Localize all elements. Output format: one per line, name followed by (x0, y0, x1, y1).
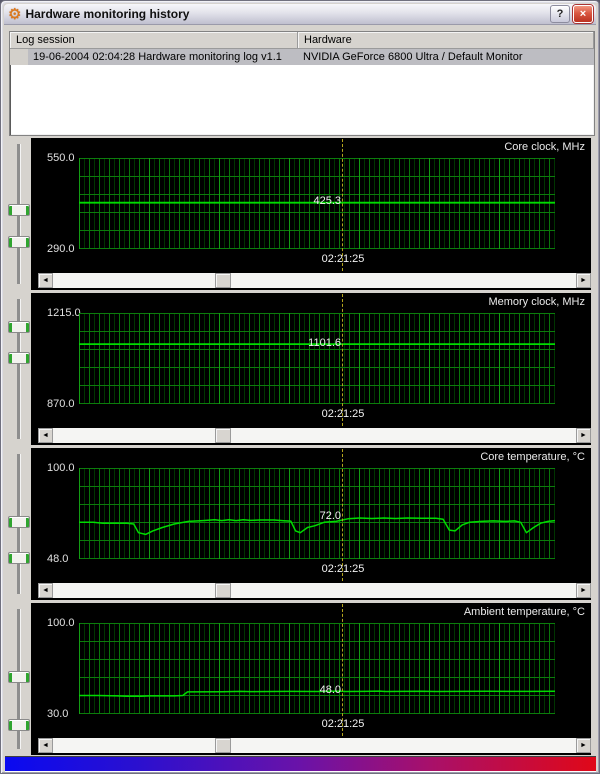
scrollbar-thumb[interactable] (215, 428, 231, 443)
chart-panel-core-temperature: Core temperature, °C 100.0 48.0 72.0 02:… (6, 448, 591, 600)
plot-grid (79, 623, 555, 714)
scrollbar-thumb[interactable] (215, 583, 231, 598)
list-header: Log session Hardware (10, 32, 594, 49)
cursor-time-label: 02:21:25 (321, 253, 365, 265)
plot-grid (79, 468, 555, 559)
time-cursor[interactable] (342, 294, 343, 426)
slider-thumb-upper[interactable] (8, 671, 30, 683)
y-max-label: 100.0 (47, 617, 75, 629)
graph-core-temperature[interactable]: Core temperature, °C 100.0 48.0 72.0 02:… (31, 448, 591, 600)
scale-slider-core-temperature (6, 448, 31, 600)
time-cursor[interactable] (342, 604, 343, 736)
graph-ambient-temperature[interactable]: Ambient temperature, °C 100.0 30.0 48.0 … (31, 603, 591, 755)
column-header-log-session[interactable]: Log session (10, 32, 298, 49)
column-header-hardware[interactable]: Hardware (298, 32, 594, 49)
scroll-left-arrow-icon[interactable]: ◄ (38, 428, 53, 443)
time-cursor[interactable] (342, 449, 343, 581)
scroll-left-arrow-icon[interactable]: ◄ (38, 583, 53, 598)
scrollbar-thumb[interactable] (215, 273, 231, 288)
chart-panel-core-clock: Core clock, MHz 550.0 290.0 425.3 02:21:… (6, 138, 591, 290)
slider-thumb-lower[interactable] (8, 236, 30, 248)
chart-panel-ambient-temperature: Ambient temperature, °C 100.0 30.0 48.0 … (6, 603, 591, 755)
cursor-value-label: 425.3 (313, 195, 341, 207)
y-min-label: 48.0 (47, 553, 69, 565)
table-row[interactable]: 19-06-2004 02:04:28 Hardware monitoring … (10, 49, 594, 65)
y-min-label: 30.0 (47, 708, 69, 720)
scroll-right-arrow-icon[interactable]: ► (576, 738, 591, 753)
time-scrollbar[interactable]: ◄ ► (38, 583, 591, 598)
cursor-value-label: 48.0 (319, 684, 341, 696)
hardware-cell: NVIDIA GeForce 6800 Ultra / Default Moni… (303, 51, 523, 63)
slider-thumb-lower[interactable] (8, 352, 30, 364)
scroll-left-arrow-icon[interactable]: ◄ (38, 273, 53, 288)
y-max-label: 550.0 (47, 152, 75, 164)
data-trace (79, 201, 555, 204)
graph-title: Memory clock, MHz (488, 296, 585, 308)
scroll-right-arrow-icon[interactable]: ► (576, 273, 591, 288)
time-scrollbar[interactable]: ◄ ► (38, 273, 591, 288)
plot-grid (79, 313, 555, 404)
time-scrollbar[interactable]: ◄ ► (38, 428, 591, 443)
y-max-label: 100.0 (47, 462, 75, 474)
data-trace (79, 343, 555, 346)
slider-thumb-upper[interactable] (8, 516, 30, 528)
slider-track[interactable] (17, 299, 21, 439)
slider-thumb-upper[interactable] (8, 204, 30, 216)
gear-icon: ⚙ (8, 5, 22, 23)
temperature-gradient-bar (5, 756, 596, 772)
data-trace (79, 517, 556, 536)
y-max-label: 1215.0 (47, 307, 81, 319)
cursor-time-label: 02:21:25 (321, 563, 365, 575)
graph-title: Core clock, MHz (504, 141, 585, 153)
y-min-label: 870.0 (47, 398, 75, 410)
scale-slider-ambient-temperature (6, 603, 31, 755)
close-button[interactable]: × (573, 5, 593, 23)
slider-thumb-upper[interactable] (8, 321, 30, 333)
graph-memory-clock[interactable]: Memory clock, MHz 1215.0 870.0 1101.6 02… (31, 293, 591, 445)
cursor-value-label: 1101.6 (308, 337, 341, 349)
window-title: Hardware monitoring history (25, 7, 190, 21)
graph-title: Ambient temperature, °C (463, 606, 585, 618)
y-min-label: 290.0 (47, 243, 75, 255)
cursor-time-label: 02:21:25 (321, 408, 365, 420)
graph-core-clock[interactable]: Core clock, MHz 550.0 290.0 425.3 02:21:… (31, 138, 591, 290)
scroll-right-arrow-icon[interactable]: ► (576, 428, 591, 443)
time-cursor[interactable] (342, 139, 343, 271)
log-session-list: Log session Hardware 19-06-2004 02:04:28… (9, 31, 595, 136)
scrollbar-thumb[interactable] (215, 738, 231, 753)
scale-slider-core-clock (6, 138, 31, 290)
scroll-right-arrow-icon[interactable]: ► (576, 583, 591, 598)
graph-title: Core temperature, °C (480, 451, 585, 463)
cursor-value-label: 72.0 (319, 510, 341, 522)
help-button[interactable]: ? (550, 5, 570, 23)
chart-panel-memory-clock: Memory clock, MHz 1215.0 870.0 1101.6 02… (6, 293, 591, 445)
log-session-cell: 19-06-2004 02:04:28 Hardware monitoring … (33, 51, 282, 63)
slider-thumb-lower[interactable] (8, 552, 30, 564)
row-state-cell (10, 49, 28, 65)
scale-slider-memory-clock (6, 293, 31, 445)
scroll-left-arrow-icon[interactable]: ◄ (38, 738, 53, 753)
cursor-time-label: 02:21:25 (321, 718, 365, 730)
time-scrollbar[interactable]: ◄ ► (38, 738, 591, 753)
data-trace (79, 690, 556, 697)
slider-thumb-lower[interactable] (8, 719, 30, 731)
title-bar[interactable]: ⚙ Hardware monitoring history ? × (4, 4, 596, 25)
